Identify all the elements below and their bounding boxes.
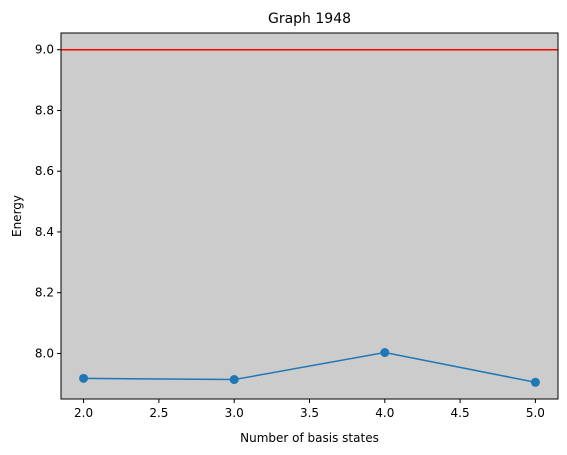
y-tick-label: 8.8 bbox=[35, 103, 54, 117]
data-point bbox=[530, 377, 540, 387]
x-tick-label: 3.0 bbox=[225, 406, 244, 420]
y-tick-label: 9.0 bbox=[35, 43, 54, 57]
y-tick-label: 8.0 bbox=[35, 346, 54, 360]
y-tick-label: 8.6 bbox=[35, 164, 54, 178]
x-tick-label: 5.0 bbox=[526, 406, 545, 420]
x-axis-label: Number of basis states bbox=[240, 431, 379, 445]
x-tick-label: 3.5 bbox=[300, 406, 319, 420]
series-layer bbox=[79, 348, 540, 387]
y-tick-label: 8.2 bbox=[35, 286, 54, 300]
y-tick-label: 8.4 bbox=[35, 225, 54, 239]
data-point bbox=[79, 373, 89, 383]
y-axis-ticks: 8.0 8.2 8.4 8.6 8.8 9.0 bbox=[35, 43, 61, 360]
plot-area bbox=[61, 33, 558, 399]
x-tick-label: 4.5 bbox=[451, 406, 470, 420]
x-tick-label: 2.5 bbox=[149, 406, 168, 420]
x-tick-label: 4.0 bbox=[375, 406, 394, 420]
chart-title: Graph 1948 bbox=[268, 11, 351, 27]
y-axis-label: Energy bbox=[10, 195, 24, 237]
series-line-0 bbox=[83, 351, 536, 384]
data-point bbox=[380, 348, 390, 358]
data-point bbox=[229, 375, 239, 385]
x-axis-ticks: 2.0 2.5 3.0 3.5 4.0 4.5 5.0 bbox=[74, 399, 545, 420]
x-tick-label: 2.0 bbox=[74, 406, 93, 420]
